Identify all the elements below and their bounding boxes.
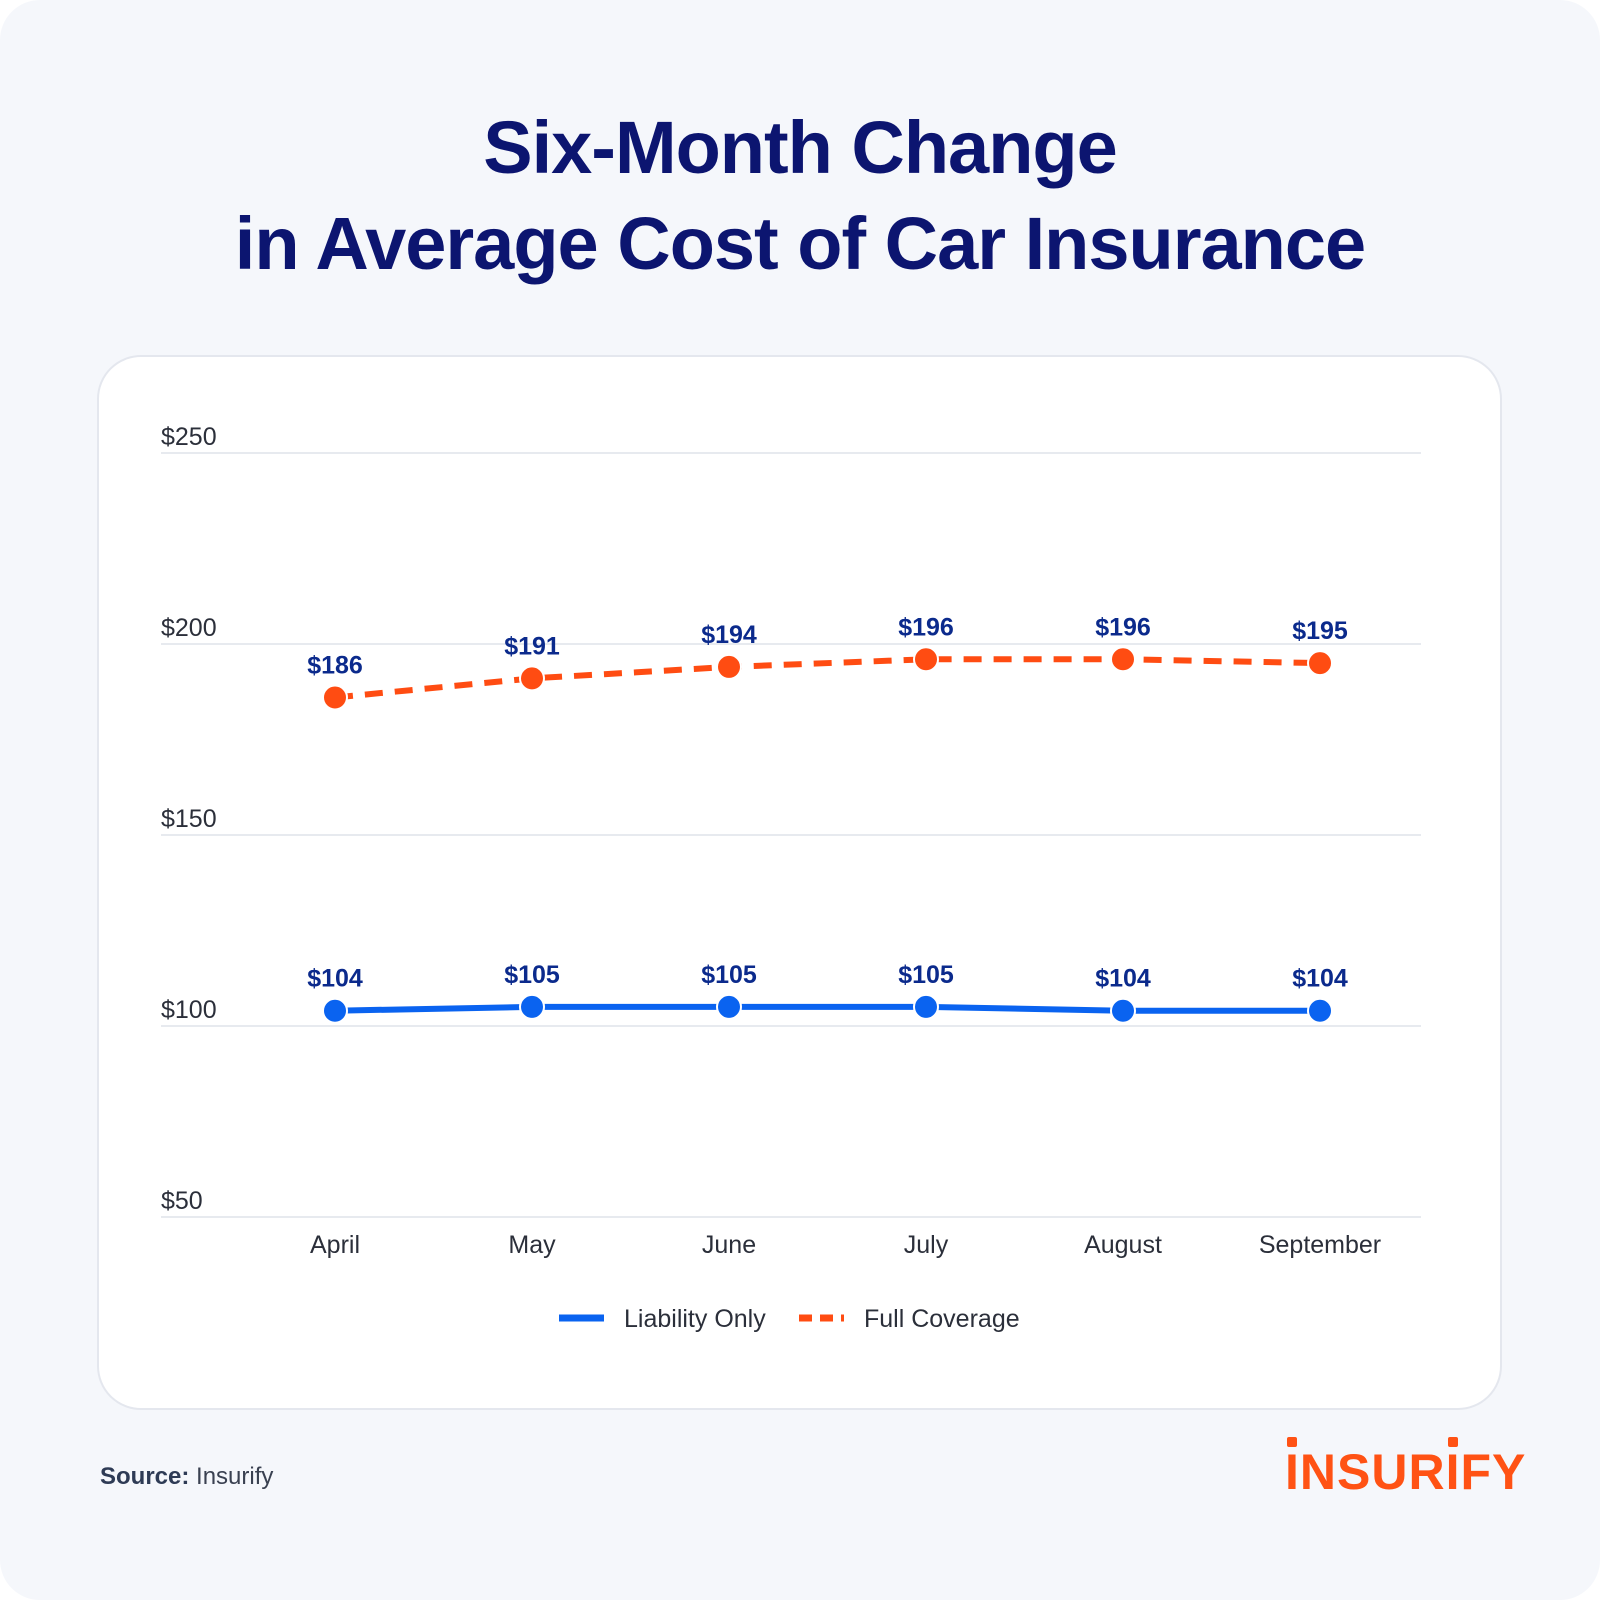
series-line: [334, 656, 1321, 701]
data-label: $186: [307, 651, 363, 679]
data-point: [1307, 650, 1333, 677]
x-tick-label: April: [310, 1231, 360, 1259]
data-point: [913, 993, 939, 1020]
data-label: $191: [504, 632, 560, 660]
x-tick-label: May: [508, 1231, 556, 1259]
data-point: [322, 684, 348, 711]
title-line-2: in Average Cost of Car Insurance: [234, 202, 1366, 285]
y-tick-label: $100: [161, 996, 217, 1024]
source-value: Insurify: [196, 1463, 274, 1490]
data-label: $195: [1292, 617, 1348, 645]
data-point: [913, 646, 939, 673]
y-tick-label: $250: [161, 423, 217, 451]
data-point: [1110, 997, 1136, 1024]
data-point: [716, 653, 742, 680]
data-point: [519, 665, 545, 692]
data-label: $104: [1292, 965, 1348, 993]
data-point: [322, 997, 348, 1024]
data-label: $105: [504, 961, 560, 989]
x-tick-label: July: [904, 1231, 949, 1259]
data-label: $194: [701, 621, 757, 649]
data-label: $104: [1095, 965, 1151, 993]
series-line: [334, 1003, 1320, 1014]
x-tick-label: September: [1259, 1231, 1381, 1259]
source-label: Source:: [100, 1463, 190, 1490]
title-line-1: Six-Month Change: [483, 106, 1118, 189]
x-tick-label: June: [702, 1231, 756, 1259]
data-label: $196: [898, 613, 954, 641]
line-chart: $50 $100 $150 $200 $250 April May June July Augus…: [161, 423, 1421, 1333]
data-point: [1307, 997, 1333, 1024]
legend-label-liability: Liability Only: [624, 1305, 766, 1333]
data-label: $105: [701, 961, 757, 989]
chart-title: Six-Month Change in Average Cost of Car …: [0, 100, 1600, 292]
data-label: $196: [1095, 613, 1151, 641]
data-label: $104: [307, 965, 363, 993]
chart-card: $50 $100 $150 $200 $250 April May June July Augus…: [97, 355, 1502, 1410]
data-point: [519, 993, 545, 1020]
data-label: $105: [898, 961, 954, 989]
y-tick-label: $50: [161, 1187, 203, 1215]
data-point: [716, 993, 742, 1020]
y-tick-label: $200: [161, 614, 217, 642]
legend-label-full-coverage: Full Coverage: [864, 1305, 1020, 1333]
insurify-logo: INSURIFY: [1285, 1437, 1527, 1500]
x-tick-label: August: [1084, 1231, 1162, 1259]
data-point: [1110, 646, 1136, 673]
source-note: Source: Insurify: [100, 1463, 273, 1491]
y-tick-label: $150: [161, 805, 217, 833]
